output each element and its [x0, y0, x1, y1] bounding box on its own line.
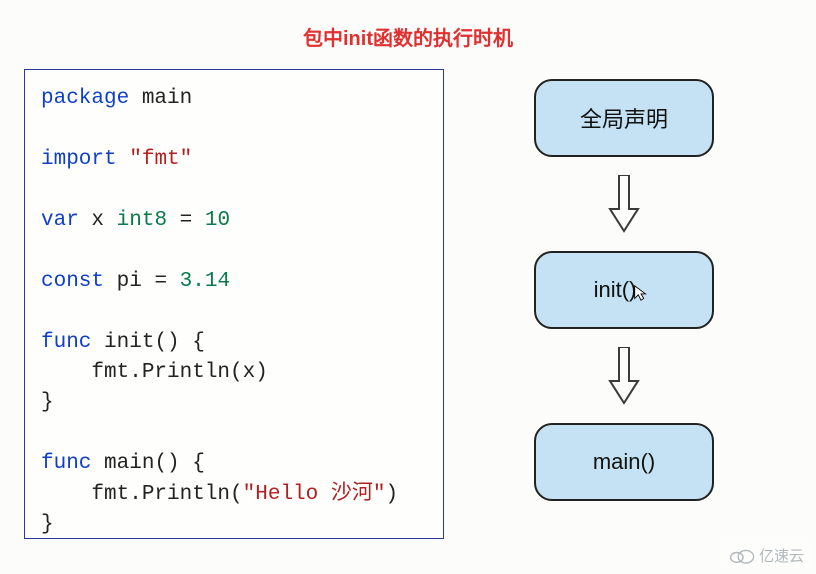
code-line6: fmt.Println(x)	[41, 361, 268, 384]
id-main: main	[142, 87, 192, 110]
arrow-down-icon	[606, 347, 642, 405]
id-pi: pi	[117, 270, 142, 293]
cursor-icon	[632, 284, 650, 302]
kw-func-init: func	[41, 331, 91, 354]
kw-package: package	[41, 87, 129, 110]
code-panel: package main import "fmt" var x int8 = 1…	[24, 69, 444, 539]
cloud-icon	[727, 547, 755, 565]
code-line10: }	[41, 513, 54, 536]
kw-import: import	[41, 148, 117, 171]
watermark: 亿速云	[721, 543, 810, 568]
arrow-down-icon	[606, 175, 642, 233]
flow-node-init: init()	[534, 251, 714, 329]
code-line9a: fmt.Println(	[41, 483, 243, 506]
id-init: init() {	[104, 331, 205, 354]
num-pi: 3.14	[180, 270, 230, 293]
page-title: 包中init函数的执行时机	[0, 0, 816, 69]
num-10: 10	[205, 209, 230, 232]
kw-const: const	[41, 270, 104, 293]
flow-node-label: main()	[593, 449, 655, 475]
eq1: =	[180, 209, 193, 232]
content-row: package main import "fmt" var x int8 = 1…	[0, 69, 816, 539]
watermark-text: 亿速云	[759, 545, 804, 566]
str-hello: "Hello 沙河"	[243, 483, 386, 506]
typ-int8: int8	[117, 209, 167, 232]
code-line7: }	[41, 391, 54, 414]
id-mainfn: main() {	[104, 452, 205, 475]
flow-node-label: init()	[594, 277, 637, 303]
kw-func-main: func	[41, 452, 91, 475]
code-line9b: )	[385, 483, 398, 506]
id-x: x	[91, 209, 104, 232]
kw-var: var	[41, 209, 79, 232]
flow-node-label: 全局声明	[580, 102, 668, 134]
str-fmt: "fmt"	[129, 148, 192, 171]
flow-node-main: main()	[534, 423, 714, 501]
flow-node-global-decl: 全局声明	[534, 79, 714, 157]
flowchart: 全局声明 init() main()	[534, 69, 714, 539]
eq2: =	[154, 270, 167, 293]
